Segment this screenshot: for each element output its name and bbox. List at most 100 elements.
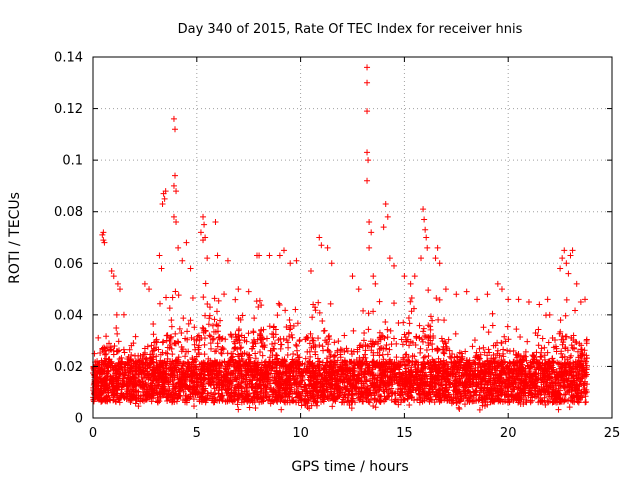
data-point	[290, 323, 297, 330]
data-point	[370, 308, 377, 315]
data-point	[206, 315, 213, 322]
data-point	[386, 346, 393, 353]
data-point	[416, 334, 423, 341]
data-point	[434, 347, 441, 354]
data-point	[427, 326, 434, 333]
data-point	[172, 288, 179, 295]
data-point	[545, 339, 552, 346]
data-point	[201, 351, 208, 358]
data-point	[315, 299, 322, 306]
data-point	[120, 311, 127, 318]
data-point	[221, 291, 228, 298]
data-point	[387, 327, 394, 334]
data-point	[164, 350, 171, 357]
data-point	[232, 296, 239, 303]
data-point	[535, 326, 542, 333]
data-point	[469, 343, 476, 350]
data-point	[312, 307, 319, 314]
data-point	[441, 317, 448, 324]
data-point	[201, 341, 208, 348]
data-point	[276, 301, 283, 308]
data-point	[384, 326, 391, 333]
data-point	[476, 406, 483, 413]
data-point	[372, 404, 379, 411]
data-point	[395, 401, 402, 408]
data-point	[485, 346, 492, 353]
data-point	[159, 339, 166, 346]
data-point	[350, 327, 357, 334]
data-point	[292, 341, 299, 348]
data-point	[212, 390, 219, 397]
data-point	[331, 339, 338, 346]
data-point	[95, 334, 102, 341]
data-point	[391, 300, 398, 307]
data-point	[215, 334, 222, 341]
data-point	[217, 317, 224, 324]
data-point	[544, 349, 551, 356]
data-point	[266, 323, 273, 330]
data-point	[150, 331, 157, 338]
data-point	[360, 307, 367, 314]
data-point	[293, 342, 300, 349]
data-point	[269, 340, 276, 347]
data-point	[289, 398, 296, 405]
data-point	[529, 397, 536, 404]
data-point	[185, 320, 192, 327]
data-point	[407, 298, 414, 305]
data-point	[425, 287, 432, 294]
data-point	[406, 401, 413, 408]
data-point	[246, 404, 253, 411]
data-point	[489, 310, 496, 317]
data-point	[106, 340, 113, 347]
data-point	[538, 345, 545, 352]
data-point	[473, 349, 480, 356]
data-point	[202, 280, 209, 287]
data-point	[285, 344, 292, 351]
data-point	[405, 314, 412, 321]
data-point	[284, 351, 291, 358]
data-point	[135, 403, 142, 410]
data-point	[169, 294, 176, 301]
data-point	[456, 405, 463, 412]
data-point	[166, 305, 173, 312]
data-point	[238, 344, 245, 351]
data-point	[302, 355, 309, 362]
data-point	[189, 294, 196, 301]
data-point	[252, 405, 259, 412]
data-point	[282, 307, 289, 314]
data-point	[315, 335, 322, 342]
data-point	[429, 346, 436, 353]
data-point	[251, 315, 258, 322]
chart-title: Day 340 of 2015, Rate Of TEC Index for r…	[178, 22, 523, 37]
data-point	[323, 355, 330, 362]
data-point	[103, 333, 110, 340]
data-point	[566, 404, 573, 411]
data-point	[176, 325, 183, 332]
data-point	[269, 330, 276, 337]
data-point	[113, 325, 120, 331]
data-point	[172, 330, 179, 337]
data-point	[292, 306, 299, 313]
data-point	[132, 333, 139, 340]
data-point	[562, 312, 569, 319]
data-point	[121, 349, 128, 356]
data-point	[205, 321, 212, 328]
data-point	[362, 347, 369, 354]
data-point	[327, 300, 334, 307]
data-point	[325, 347, 332, 354]
data-point	[555, 406, 562, 413]
data-point	[252, 350, 259, 357]
data-point	[206, 332, 213, 339]
data-point	[541, 344, 548, 351]
data-point	[182, 353, 189, 360]
data-point	[180, 315, 187, 322]
data-point	[420, 325, 427, 332]
data-point	[384, 334, 391, 341]
data-point	[113, 311, 120, 318]
data-point	[524, 338, 531, 345]
data-point	[188, 334, 195, 341]
data-point	[445, 336, 452, 343]
data-point	[382, 319, 389, 325]
data-point	[341, 332, 348, 339]
